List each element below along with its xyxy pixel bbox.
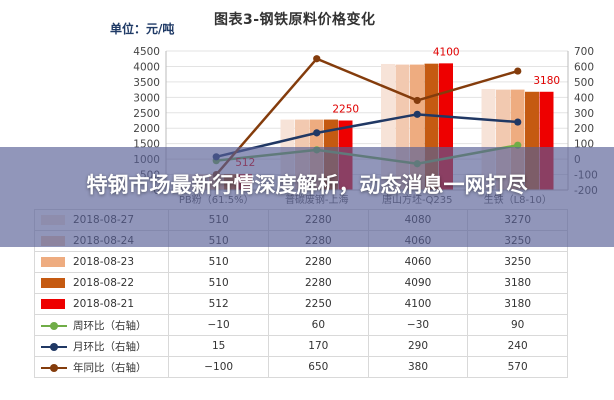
- table-cell: 3250: [467, 251, 568, 273]
- table-cell: 240: [467, 335, 568, 357]
- y-right-tick-label: 500: [574, 77, 594, 89]
- table-cell: 4090: [367, 272, 469, 294]
- legend-entry: 年同比（右轴）: [33, 356, 170, 378]
- legend-label: 2018-08-23: [73, 256, 135, 268]
- table-cell: −100: [168, 356, 269, 378]
- y-left-tick-label: 2500: [133, 108, 160, 120]
- y-right-tick-label: 400: [574, 92, 594, 104]
- legend-swatch: [41, 278, 65, 288]
- table-cell: 2280: [268, 251, 369, 273]
- legend-entry: 月环比（右轴）: [33, 335, 170, 357]
- table-cell: 380: [367, 356, 469, 378]
- table-cell: 15: [168, 335, 269, 357]
- headline-banner: [0, 147, 614, 247]
- legend-label: 2018-08-22: [73, 277, 135, 289]
- y-right-tick-label: 700: [574, 46, 594, 58]
- legend-label: 周环比（右轴）: [73, 319, 147, 332]
- table-row: 周环比（右轴） −10 60 −30 90: [33, 314, 568, 336]
- table-cell: 60: [268, 314, 369, 336]
- legend-swatch: [41, 257, 65, 267]
- table-row: 2018-08-23 510 2280 4060 3250: [33, 251, 568, 273]
- legend-line-marker: [41, 342, 67, 352]
- line-point: [514, 67, 522, 75]
- legend-label: 月环比（右轴）: [73, 340, 147, 353]
- y-left-tick-label: 2000: [133, 123, 160, 135]
- legend-line-marker: [41, 321, 67, 331]
- table-row: 2018-08-21 512 2250 4100 3180: [33, 293, 568, 315]
- table-row: 月环比（右轴） 15 170 290 240: [33, 335, 568, 357]
- data-label: 4100: [433, 46, 460, 58]
- table-cell: 2250: [268, 293, 369, 315]
- y-left-tick-label: 4000: [133, 61, 160, 73]
- y-left-tick-label: 3500: [133, 77, 160, 89]
- table-cell: 290: [367, 335, 469, 357]
- table-cell: 3180: [467, 272, 568, 294]
- line-point: [413, 96, 421, 105]
- line-point: [413, 110, 421, 118]
- table-cell: 170: [268, 335, 369, 357]
- data-label: 2250: [332, 104, 359, 116]
- chart-title: 图表3-钢铁原料价格变化: [214, 12, 376, 28]
- table-cell: 2280: [268, 272, 369, 294]
- table-cell: 90: [467, 314, 568, 336]
- table-cell: 4060: [367, 251, 469, 273]
- table-row: 2018-08-22 510 2280 4090 3180: [33, 272, 568, 294]
- line-point: [313, 129, 321, 137]
- legend-line-marker: [41, 363, 67, 373]
- y-right-tick-label: 300: [574, 108, 594, 120]
- table-cell: −10: [168, 314, 269, 336]
- table-cell: 4100: [367, 293, 469, 315]
- legend-entry: 周环比（右轴）: [33, 314, 170, 336]
- series-line: [215, 57, 519, 176]
- data-label: 3180: [533, 75, 560, 87]
- table-cell: 512: [168, 293, 269, 315]
- table-cell: 650: [268, 356, 369, 378]
- y-right-tick-label: 600: [574, 61, 594, 73]
- table-cell: −30: [367, 314, 469, 336]
- legend-entry: 2018-08-23: [33, 251, 170, 273]
- series-line: [215, 113, 518, 159]
- table-cell: 3180: [467, 293, 568, 315]
- headline-text: 特钢市场最新行情深度解析，动态消息一网打尽: [86, 173, 528, 197]
- table-row: 年同比（右轴） −100 650 380 570: [33, 356, 568, 378]
- table-cell: 510: [168, 272, 269, 294]
- line-point: [313, 55, 321, 63]
- table-cell: 570: [467, 356, 568, 378]
- y-left-tick-label: 3000: [133, 92, 160, 104]
- unit-label: 单位：元/吨: [110, 22, 175, 36]
- legend-entry: 2018-08-21: [33, 293, 170, 315]
- legend-swatch: [41, 299, 65, 309]
- legend-label: 年同比（右轴）: [73, 361, 147, 374]
- legend-label: 2018-08-21: [73, 298, 135, 310]
- y-right-tick-label: 200: [574, 123, 594, 135]
- table-cell: 510: [168, 251, 269, 273]
- y-left-tick-label: 4500: [133, 46, 160, 58]
- legend-entry: 2018-08-22: [33, 272, 170, 294]
- line-point: [514, 118, 522, 126]
